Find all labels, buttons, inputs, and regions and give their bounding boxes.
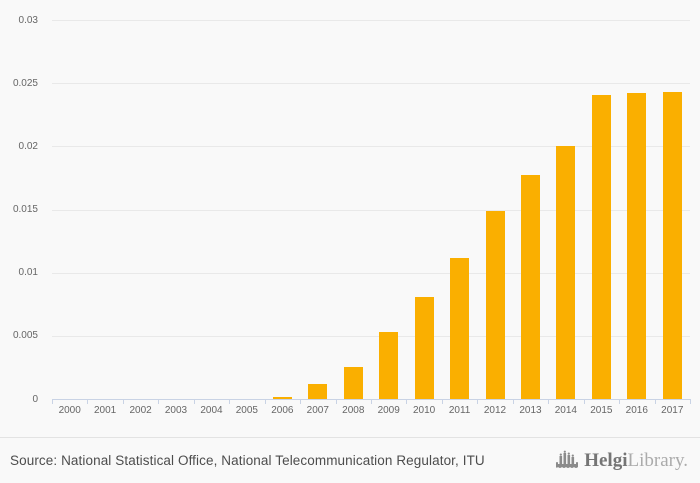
- bar-2016[interactable]: [627, 93, 647, 399]
- x-axis-tick-label: 2016: [625, 405, 648, 416]
- x-axis-tick: [513, 399, 514, 404]
- bar-2006[interactable]: [272, 396, 292, 399]
- bar-2009[interactable]: [379, 332, 399, 399]
- y-axis-tick-label: 0.02: [18, 140, 38, 152]
- gridline: [52, 273, 690, 274]
- x-axis-tick-label: 2010: [412, 405, 436, 416]
- bar-2013[interactable]: [521, 175, 540, 399]
- x-axis-tick-label: 2004: [200, 405, 223, 416]
- x-axis-tick: [371, 399, 372, 404]
- x-axis-tick-label: 2003: [164, 405, 188, 416]
- x-axis-tick: [194, 399, 195, 404]
- bar-2011[interactable]: [450, 257, 470, 399]
- x-axis-tick: [52, 399, 53, 404]
- logo-brand: Helgi: [584, 449, 628, 471]
- x-axis-tick: [548, 399, 549, 404]
- x-axis-tick-label: 2011: [448, 405, 471, 416]
- bar-2014[interactable]: [556, 146, 576, 399]
- gridline: [52, 146, 690, 147]
- x-axis-tick: [619, 399, 620, 404]
- bar-2015[interactable]: [591, 94, 611, 399]
- x-axis-tick-label: 2014: [554, 405, 577, 416]
- x-axis-tick: [477, 399, 478, 404]
- x-axis-tick: [584, 399, 585, 404]
- bar-2012[interactable]: [485, 210, 505, 399]
- x-axis-tick-label: 2015: [590, 405, 613, 416]
- x-axis-tick: [123, 399, 124, 404]
- bar-chart: 0 0.005 0.01 0.015 0.02 0.025 0.03 2000 2001 2002…: [12, 14, 691, 416]
- y-axis-tick-label: 0.005: [12, 330, 38, 342]
- x-axis-tick-label: 2002: [129, 405, 152, 416]
- x-axis-tick-label: 2007: [306, 405, 329, 416]
- y-axis-tick-label: 0: [32, 393, 38, 405]
- x-axis-tick: [442, 399, 443, 404]
- x-axis-tick-label: 2000: [58, 405, 81, 416]
- gridline: [52, 210, 690, 211]
- bar-2010[interactable]: [414, 296, 434, 399]
- logo-wordmark: HelgiLibrary.: [584, 450, 688, 472]
- x-axis-tick-label: 2012: [483, 405, 507, 416]
- source-text: Source: National Statistical Office, Nat…: [10, 453, 485, 468]
- gridline: [52, 336, 690, 337]
- bar-2017[interactable]: [662, 92, 682, 399]
- bridge-chart-icon: [555, 450, 579, 472]
- x-axis-tick-label: 2001: [93, 405, 117, 416]
- x-axis-tick-label: 2005: [235, 405, 258, 416]
- x-axis-tick: [406, 399, 407, 404]
- x-axis-tick-label: 2017: [661, 405, 684, 416]
- x-axis-tick: [87, 399, 88, 404]
- y-axis-tick-label: 0.03: [18, 14, 38, 26]
- gridline: [52, 20, 690, 21]
- x-axis-tick-label: 2009: [377, 405, 400, 416]
- x-axis-tick: [655, 399, 656, 404]
- x-axis-tick: [690, 399, 691, 404]
- x-axis-tick: [265, 399, 266, 404]
- footer: Source: National Statistical Office, Nat…: [0, 437, 700, 483]
- x-axis-tick-label: 2006: [271, 405, 294, 416]
- x-axis-tick-label: 2013: [519, 405, 542, 416]
- helgi-library-logo[interactable]: HelgiLibrary.: [555, 450, 688, 472]
- x-axis-tick: [336, 399, 337, 404]
- bar-2008[interactable]: [343, 367, 363, 399]
- x-axis-tick: [158, 399, 159, 404]
- x-axis-tick-label: 2008: [342, 405, 365, 416]
- gridline: [52, 83, 690, 84]
- x-axis-tick: [300, 399, 301, 404]
- y-axis-tick-label: 0.025: [12, 77, 38, 89]
- logo-brand-suffix: Library.: [627, 449, 689, 471]
- y-axis-tick-label: 0.01: [18, 267, 38, 279]
- y-axis-tick-label: 0.015: [12, 204, 38, 215]
- x-axis-tick: [229, 399, 230, 404]
- bar-2007[interactable]: [308, 383, 328, 399]
